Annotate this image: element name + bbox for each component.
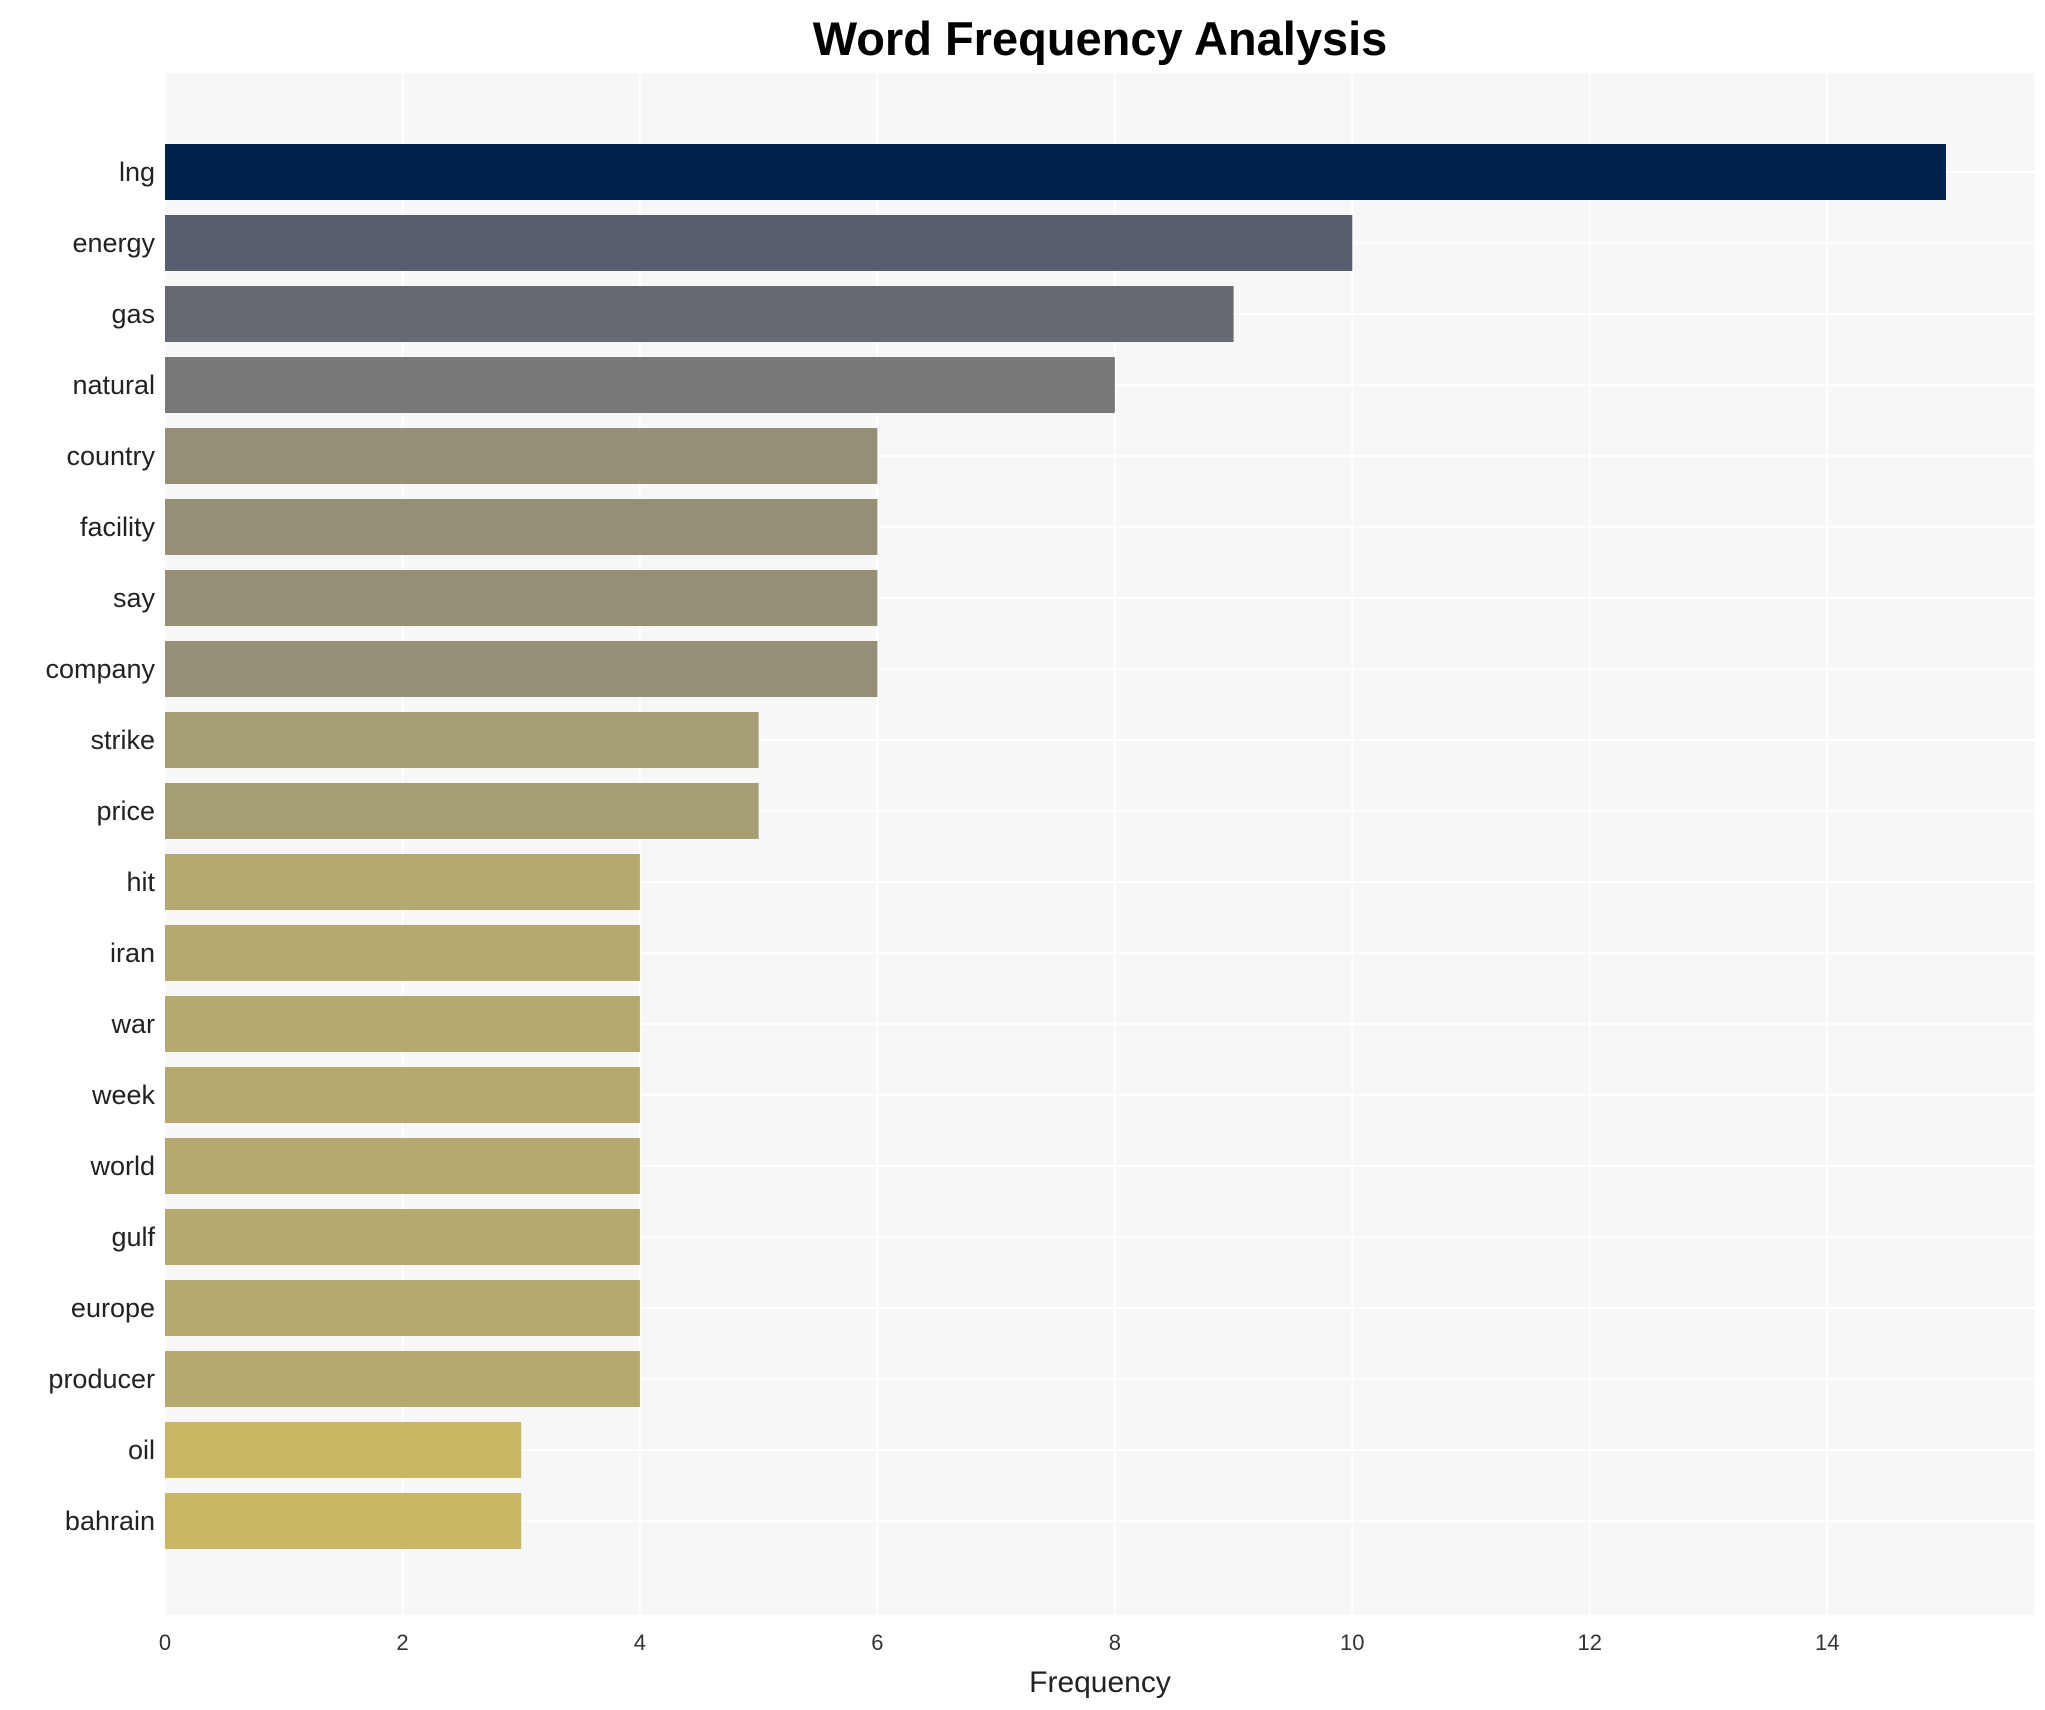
y-tick-label: country <box>66 441 155 471</box>
y-tick-label: europe <box>71 1293 155 1323</box>
y-tick-label: energy <box>72 228 155 258</box>
x-tick-label: 2 <box>396 1630 408 1655</box>
y-tick-label: facility <box>80 512 156 542</box>
y-tick-label: world <box>89 1151 155 1181</box>
bar-hit <box>165 854 640 910</box>
bar-producer <box>165 1351 640 1407</box>
bar-iran <box>165 925 640 981</box>
y-tick-label: gulf <box>111 1222 155 1252</box>
y-tick-label: producer <box>48 1364 155 1394</box>
bar-oil <box>165 1422 522 1478</box>
bar-world <box>165 1138 640 1194</box>
y-tick-label: iran <box>110 938 155 968</box>
bar-bahrain <box>165 1493 522 1549</box>
bar-strike <box>165 712 759 768</box>
bar-europe <box>165 1280 640 1336</box>
y-tick-label: price <box>96 796 155 826</box>
bar-natural <box>165 357 1115 413</box>
bar-company <box>165 641 878 697</box>
x-tick-label: 6 <box>871 1630 883 1655</box>
bar-price <box>165 783 759 839</box>
bar-week <box>165 1067 640 1123</box>
x-tick-label: 8 <box>1109 1630 1121 1655</box>
y-tick-label: strike <box>90 725 155 755</box>
y-tick-label: gas <box>111 299 155 329</box>
bar-country <box>165 428 878 484</box>
y-tick-label: war <box>110 1009 155 1039</box>
x-tick-labels: 0 2 4 6 8 10 12 14 <box>159 1630 1840 1655</box>
y-tick-label: lng <box>119 157 155 187</box>
y-tick-label: company <box>45 654 155 684</box>
bar-gulf <box>165 1209 640 1265</box>
x-tick-label: 0 <box>159 1630 171 1655</box>
bar-war <box>165 996 640 1052</box>
x-tick-label: 4 <box>634 1630 646 1655</box>
y-tick-label: oil <box>128 1435 155 1465</box>
bar-energy <box>165 215 1353 271</box>
bar-say <box>165 570 878 626</box>
bar-gas <box>165 286 1234 342</box>
y-tick-label: say <box>113 583 156 613</box>
y-tick-labels: lng energy gas natural country facility say com… <box>45 157 155 1536</box>
bar-facility <box>165 499 878 555</box>
x-axis-label: Frequency <box>1029 1666 1171 1699</box>
y-tick-label: bahrain <box>65 1506 155 1536</box>
y-tick-label: week <box>91 1080 156 1110</box>
x-tick-label: 12 <box>1578 1630 1602 1655</box>
y-tick-label: hit <box>126 867 155 897</box>
chart-title: Word Frequency Analysis <box>813 12 1388 65</box>
y-tick-label: natural <box>72 370 155 400</box>
bars <box>165 144 1946 1549</box>
bar-lng <box>165 144 1946 200</box>
x-tick-label: 10 <box>1340 1630 1364 1655</box>
x-tick-label: 14 <box>1815 1630 1839 1655</box>
